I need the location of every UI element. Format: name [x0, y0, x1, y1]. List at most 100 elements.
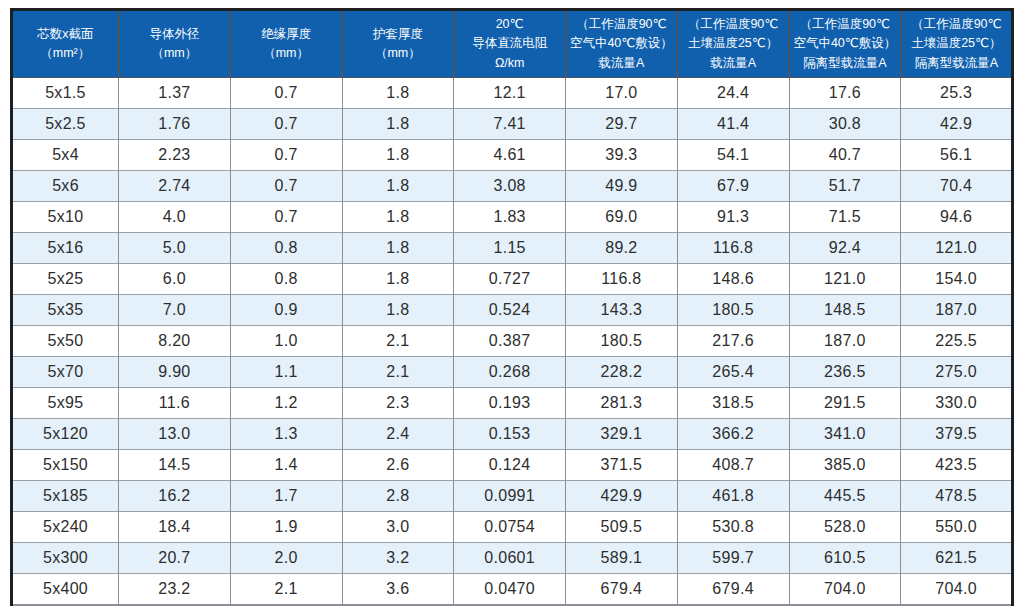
- value-cell: 24.4: [677, 78, 789, 109]
- spec-size-cell: 5x70: [12, 357, 119, 388]
- value-cell: 275.0: [901, 357, 1013, 388]
- value-cell: 1.1: [230, 357, 342, 388]
- value-cell: 30.8: [789, 109, 901, 140]
- table-row: 5x30020.72.03.20.0601589.1599.7610.5621.…: [12, 543, 1013, 574]
- table-row: 5x357.00.91.80.524143.3180.5148.5187.0: [12, 295, 1013, 326]
- value-cell: 530.8: [677, 512, 789, 543]
- value-cell: 0.153: [454, 419, 566, 450]
- value-cell: 5.0: [119, 233, 231, 264]
- value-cell: 3.6: [342, 574, 454, 606]
- value-cell: 478.5: [901, 481, 1013, 512]
- value-cell: 1.8: [342, 264, 454, 295]
- value-cell: 1.76: [119, 109, 231, 140]
- value-cell: 18.4: [119, 512, 231, 543]
- value-cell: 679.4: [566, 574, 678, 606]
- value-cell: 148.5: [789, 295, 901, 326]
- value-cell: 2.74: [119, 171, 231, 202]
- value-cell: 0.8: [230, 264, 342, 295]
- value-cell: 69.0: [566, 202, 678, 233]
- value-cell: 1.8: [342, 109, 454, 140]
- column-header: 导体外径 （mm）: [119, 10, 231, 78]
- column-header: （工作温度90℃ 空气中40℃敷设） 隔离型载流量A: [789, 10, 901, 78]
- value-cell: 379.5: [901, 419, 1013, 450]
- value-cell: 0.7: [230, 78, 342, 109]
- value-cell: 7.41: [454, 109, 566, 140]
- spec-size-cell: 5x2.5: [12, 109, 119, 140]
- table-header: 芯数x截面 （mm²）导体外径 （mm）绝缘厚度 （mm）护套厚度 （mm）20…: [12, 10, 1013, 78]
- table-body: 5x1.51.370.71.812.117.024.417.625.35x2.5…: [12, 78, 1013, 606]
- value-cell: 291.5: [789, 388, 901, 419]
- value-cell: 116.8: [566, 264, 678, 295]
- value-cell: 41.4: [677, 109, 789, 140]
- table-row: 5x165.00.81.81.1589.2116.892.4121.0: [12, 233, 1013, 264]
- value-cell: 1.8: [342, 171, 454, 202]
- value-cell: 2.4: [342, 419, 454, 450]
- value-cell: 56.1: [901, 140, 1013, 171]
- column-header: （工作温度90℃ 空气中40℃敷设） 载流量A: [566, 10, 678, 78]
- table-row: 5x40023.22.13.60.0470679.4679.4704.0704.…: [12, 574, 1013, 606]
- value-cell: 0.524: [454, 295, 566, 326]
- value-cell: 2.6: [342, 450, 454, 481]
- spec-size-cell: 5x4: [12, 140, 119, 171]
- value-cell: 228.2: [566, 357, 678, 388]
- spec-size-cell: 5x6: [12, 171, 119, 202]
- value-cell: 51.7: [789, 171, 901, 202]
- value-cell: 29.7: [566, 109, 678, 140]
- value-cell: 89.2: [566, 233, 678, 264]
- spec-size-cell: 5x150: [12, 450, 119, 481]
- value-cell: 0.7: [230, 202, 342, 233]
- value-cell: 2.1: [230, 574, 342, 606]
- value-cell: 0.268: [454, 357, 566, 388]
- column-header: 20℃ 导体直流电阻 Ω/km: [454, 10, 566, 78]
- value-cell: 2.1: [342, 357, 454, 388]
- table-row: 5x42.230.71.84.6139.354.140.756.1: [12, 140, 1013, 171]
- value-cell: 71.5: [789, 202, 901, 233]
- value-cell: 2.23: [119, 140, 231, 171]
- value-cell: 3.08: [454, 171, 566, 202]
- value-cell: 1.7: [230, 481, 342, 512]
- value-cell: 2.3: [342, 388, 454, 419]
- value-cell: 1.9: [230, 512, 342, 543]
- table-row: 5x12013.01.32.40.153329.1366.2341.0379.5: [12, 419, 1013, 450]
- table-row: 5x1.51.370.71.812.117.024.417.625.3: [12, 78, 1013, 109]
- value-cell: 2.8: [342, 481, 454, 512]
- table-row: 5x2.51.760.71.87.4129.741.430.842.9: [12, 109, 1013, 140]
- value-cell: 1.15: [454, 233, 566, 264]
- value-cell: 17.0: [566, 78, 678, 109]
- value-cell: 116.8: [677, 233, 789, 264]
- value-cell: 0.7: [230, 109, 342, 140]
- value-cell: 0.9: [230, 295, 342, 326]
- value-cell: 0.727: [454, 264, 566, 295]
- column-header: （工作温度90℃ 土壤温度25℃） 隔离型载流量A: [901, 10, 1013, 78]
- value-cell: 7.0: [119, 295, 231, 326]
- value-cell: 461.8: [677, 481, 789, 512]
- value-cell: 20.7: [119, 543, 231, 574]
- spec-size-cell: 5x16: [12, 233, 119, 264]
- value-cell: 121.0: [901, 233, 1013, 264]
- value-cell: 445.5: [789, 481, 901, 512]
- value-cell: 9.90: [119, 357, 231, 388]
- value-cell: 17.6: [789, 78, 901, 109]
- spec-size-cell: 5x300: [12, 543, 119, 574]
- value-cell: 4.0: [119, 202, 231, 233]
- value-cell: 341.0: [789, 419, 901, 450]
- value-cell: 187.0: [901, 295, 1013, 326]
- value-cell: 621.5: [901, 543, 1013, 574]
- value-cell: 154.0: [901, 264, 1013, 295]
- value-cell: 2.0: [230, 543, 342, 574]
- value-cell: 509.5: [566, 512, 678, 543]
- value-cell: 329.1: [566, 419, 678, 450]
- table-row: 5x508.201.02.10.387180.5217.6187.0225.5: [12, 326, 1013, 357]
- value-cell: 0.0470: [454, 574, 566, 606]
- value-cell: 0.124: [454, 450, 566, 481]
- table-row: 5x18516.21.72.80.0991429.9461.8445.5478.…: [12, 481, 1013, 512]
- value-cell: 14.5: [119, 450, 231, 481]
- value-cell: 1.4: [230, 450, 342, 481]
- table-row: 5x62.740.71.83.0849.967.951.770.4: [12, 171, 1013, 202]
- spec-size-cell: 5x10: [12, 202, 119, 233]
- value-cell: 121.0: [789, 264, 901, 295]
- value-cell: 423.5: [901, 450, 1013, 481]
- value-cell: 0.193: [454, 388, 566, 419]
- value-cell: 6.0: [119, 264, 231, 295]
- value-cell: 4.61: [454, 140, 566, 171]
